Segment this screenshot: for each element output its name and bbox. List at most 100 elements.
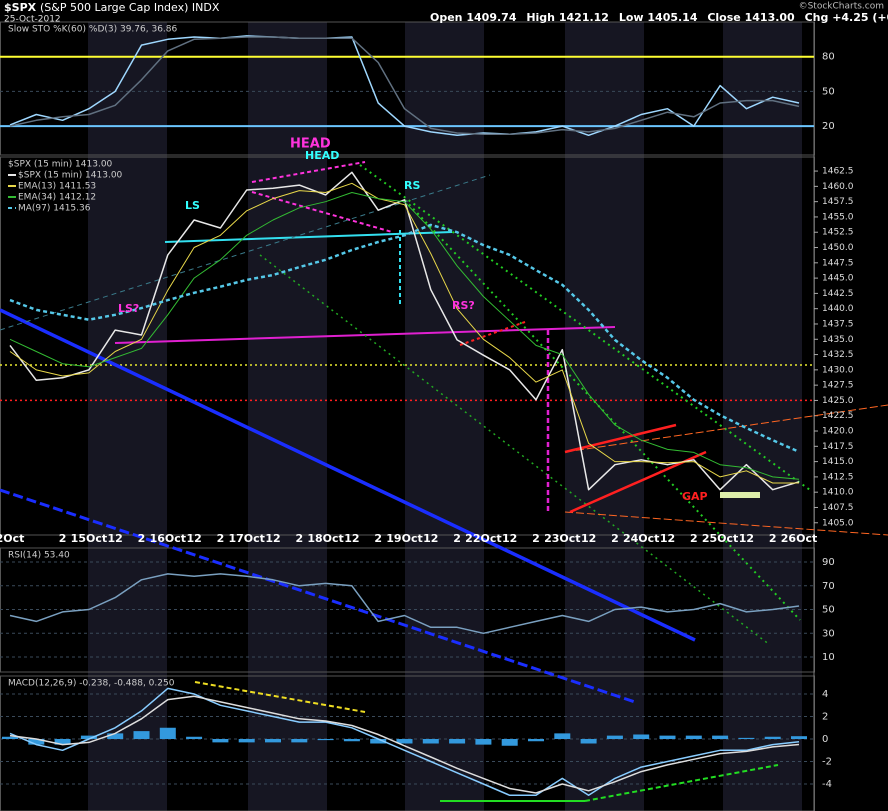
wedge-line (564, 423, 677, 454)
y-tick-label: 1420.0 (822, 427, 854, 437)
histogram-bar (80, 735, 97, 739)
histogram-bar (133, 731, 150, 739)
y-tick-label: 1425.0 (822, 396, 854, 406)
quote-value: 1409.74 (466, 11, 516, 24)
x-tick-label: 12 (502, 532, 517, 545)
histogram-bar (475, 739, 492, 745)
quote-value: +4.25 (+0.30%) (832, 11, 888, 24)
x-tick-label: 12 (423, 532, 438, 545)
series-line (9, 695, 800, 794)
x-tick-label: 2 (690, 532, 698, 545)
x-tick-label: 17Oct (228, 532, 264, 545)
annotation: LS (185, 199, 200, 212)
panel-title: Slow STO %K(60) %D(3) 39.76, 36.86 (8, 25, 178, 35)
quote-label: High (526, 11, 555, 24)
quote-value: 1413.00 (745, 11, 795, 24)
day-band (88, 22, 167, 811)
x-tick-label: 2 (295, 532, 303, 545)
x-tick-label: 26Oct (781, 532, 817, 545)
series-line (9, 687, 800, 797)
y-tick-label: 1440.0 (822, 304, 854, 314)
y-tick-label: 1412.5 (822, 472, 854, 482)
y-tick-label: 1415.0 (822, 457, 854, 467)
annotation: RS? (452, 299, 475, 312)
legend-label: EMA(13) 1411.53 (18, 182, 96, 192)
x-tick-label: 16Oct (150, 532, 186, 545)
legend-label: EMA(34) 1412.12 (18, 193, 96, 203)
histogram-bar (554, 733, 571, 739)
x-tick-label: 2 (611, 532, 619, 545)
trend-line (564, 511, 888, 536)
x-tick-label: 2 (374, 532, 382, 545)
y-tick-label: 1410.0 (822, 488, 854, 498)
day-band (565, 22, 644, 811)
histogram-bar (238, 739, 255, 743)
histogram-bar (186, 736, 203, 739)
panel-title: MACD(12,26,9) -0.238, -0.488, 0.250 (8, 679, 175, 689)
trend-line (584, 764, 779, 802)
x-tick-label: 2Oct (0, 532, 24, 545)
y-tick-label: 80 (822, 52, 835, 63)
y-tick-label: 20 (822, 121, 835, 132)
x-tick-label: 12 (739, 532, 754, 545)
background (0, 21, 815, 811)
symbol: $SPX (4, 1, 37, 14)
histogram-bar (317, 739, 334, 741)
quote: Open 1409.74 High 1421.12 Low 1405.14 Cl… (430, 11, 888, 24)
histogram-bar (370, 739, 387, 744)
annotation: HEAD (290, 137, 331, 152)
histogram-bar (343, 739, 360, 742)
y-tick-label: 1422.5 (822, 411, 854, 421)
annotation: LS? (118, 302, 139, 315)
x-tick-label: 15Oct (71, 532, 107, 545)
gap-box (720, 492, 760, 498)
histogram-bar (265, 739, 281, 743)
x-tick-label: 12 (581, 532, 596, 545)
day-band (723, 22, 802, 811)
y-tick-label: 1405.0 (822, 518, 854, 528)
y-tick-label: 1430.0 (822, 365, 854, 375)
x-tick-label: 19Oct (386, 532, 422, 545)
y-tick-label: 90 (822, 557, 835, 568)
y-tick-label: 50 (822, 86, 835, 97)
histogram-bar (396, 739, 413, 744)
series-line (9, 35, 800, 137)
trend-line (251, 191, 393, 233)
quote-value: 1421.12 (559, 11, 609, 24)
histogram-bar (449, 739, 466, 744)
series-line (9, 171, 800, 491)
x-tick-label: 12 (344, 532, 359, 545)
quote-label: Open (430, 11, 463, 24)
y-tick-label: 0 (822, 734, 828, 745)
y-tick-label: 1442.5 (822, 289, 854, 299)
y-tick-label: -2 (822, 757, 832, 768)
histogram-bar (580, 739, 597, 744)
channel-line (0, 174, 491, 331)
y-tick-label: 1450.0 (822, 243, 854, 253)
histogram-bar (659, 735, 676, 739)
histogram-bar (633, 734, 650, 739)
histogram-bar (712, 735, 729, 739)
histogram-bar (159, 727, 176, 739)
series-line (9, 192, 800, 480)
quote-label: Low (619, 11, 644, 24)
y-tick-label: 1447.5 (822, 258, 854, 268)
x-tick-label: 2 (217, 532, 225, 545)
date: 25-Oct-2012 (4, 15, 61, 25)
y-tick-label: 1427.5 (822, 381, 854, 391)
y-tick-label: 10 (822, 652, 835, 663)
annotation: RS (404, 179, 420, 192)
legend-label: $SPX (15 min) 1413.00 (18, 171, 123, 181)
quote-value: 1405.14 (647, 11, 697, 24)
x-tick-label: 22Oct (465, 532, 501, 545)
y-tick-label: 4 (822, 689, 828, 700)
histogram-bar (2, 736, 18, 739)
histogram-bar (422, 739, 439, 744)
x-tick-label: 23Oct (544, 532, 580, 545)
legend-label: MA(97) 1415.36 (18, 204, 91, 214)
y-tick-label: 1435.0 (822, 335, 854, 345)
credit: ©StockCharts.com (799, 2, 884, 12)
trend-lines (0, 161, 888, 802)
quote-label: Close (707, 11, 740, 24)
